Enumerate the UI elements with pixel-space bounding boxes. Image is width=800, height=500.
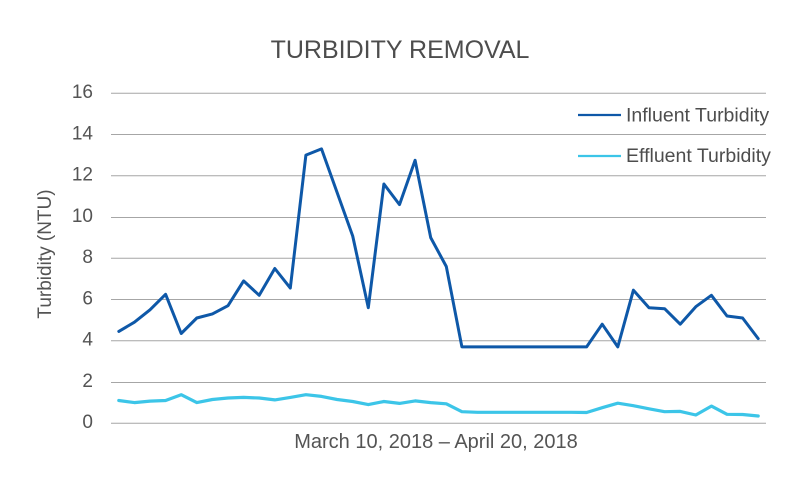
svg-text:Influent Turbidity: Influent Turbidity: [626, 105, 769, 127]
svg-text:Effluent Turbidity: Effluent Turbidity: [626, 145, 771, 167]
svg-text:4: 4: [82, 330, 93, 351]
svg-text:8: 8: [82, 247, 93, 268]
svg-text:16: 16: [72, 82, 93, 103]
svg-text:Turbidity (NTU): Turbidity (NTU): [35, 189, 56, 318]
svg-text:TURBIDITY REMOVAL: TURBIDITY REMOVAL: [271, 36, 530, 64]
svg-text:March 10, 2018 – April 20, 201: March 10, 2018 – April 20, 2018: [294, 431, 578, 453]
svg-text:10: 10: [72, 206, 93, 227]
svg-text:14: 14: [72, 124, 94, 145]
svg-text:0: 0: [82, 412, 93, 433]
svg-text:12: 12: [72, 165, 93, 186]
svg-text:6: 6: [82, 289, 93, 310]
svg-text:2: 2: [82, 371, 93, 392]
